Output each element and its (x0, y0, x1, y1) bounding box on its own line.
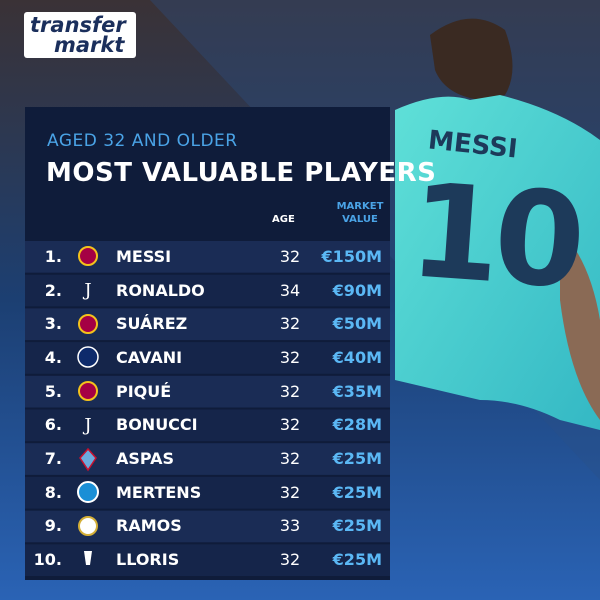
club-icons: J J (77, 246, 99, 565)
cell-age: 32 (279, 246, 301, 266)
club-icon (78, 314, 98, 334)
club-icon (77, 481, 99, 503)
club-icon (78, 516, 98, 536)
row-background (25, 409, 390, 442)
cell-age: 32 (279, 347, 301, 367)
shirt (395, 95, 600, 430)
cell-value: €35M (332, 381, 382, 401)
cell-value: €25M (332, 550, 382, 570)
cell-value: €90M (332, 280, 382, 300)
column-header: AGE (272, 214, 295, 225)
club-icon (78, 246, 98, 266)
cell-name: PIQUÉ (116, 381, 172, 401)
cell-rank: 2. (44, 280, 62, 300)
cell-name: ASPAS (116, 449, 175, 469)
cell-value: €150M (321, 246, 382, 266)
club-icon (79, 447, 97, 472)
cell-age: 32 (279, 381, 301, 401)
cell-rank: 3. (44, 314, 62, 334)
cell-age: 32 (279, 550, 301, 570)
cell-rank: 8. (44, 482, 62, 502)
logo: transfer markt (24, 12, 136, 58)
column-header: MARKET VALUE (336, 201, 384, 225)
logo-text: transfer (30, 13, 126, 37)
cell-name: SUÁREZ (116, 314, 188, 334)
cell-age: 32 (279, 415, 301, 435)
club-icon (84, 551, 92, 565)
cell-name: LLORIS (116, 550, 180, 570)
title: MOST VALUABLE PLAYERS (46, 158, 437, 188)
cell-rank: 4. (44, 347, 62, 367)
club-icon (78, 381, 98, 401)
cell-name: MESSI (116, 246, 172, 266)
logo-text: markt (54, 33, 125, 57)
cell-rank: 6. (44, 415, 62, 435)
cell-name: BONUCCI (116, 415, 198, 435)
club-icon (77, 346, 99, 368)
cell-rank: 5. (44, 381, 62, 401)
cell-value: €25M (332, 516, 382, 536)
cell-value: €50M (332, 314, 382, 334)
arm (560, 230, 600, 420)
cell-rank: 7. (44, 449, 62, 469)
club-icon: J (82, 415, 91, 436)
cell-value: €40M (332, 347, 382, 367)
club-icon: J (82, 280, 91, 301)
cell-rank: 1. (44, 246, 62, 266)
cell-age: 32 (279, 314, 301, 334)
head (430, 18, 513, 100)
cell-age: 32 (279, 482, 301, 502)
cell-value: €25M (332, 482, 382, 502)
cell-name: RONALDO (116, 280, 205, 300)
row-background (25, 274, 390, 307)
cell-rank: 9. (44, 516, 62, 536)
cell-value: €25M (332, 449, 382, 469)
cell-name: RAMOS (116, 516, 182, 536)
cell-name: CAVANI (116, 347, 183, 367)
cell-value: €28M (332, 415, 382, 435)
cell-name: MERTENS (116, 482, 202, 502)
cell-age: 32 (279, 449, 301, 469)
cell-age: 34 (279, 280, 301, 300)
cell-age: 33 (279, 516, 301, 536)
subtitle: AGED 32 AND OLDER (47, 131, 238, 151)
cell-rank: 10. (33, 550, 62, 570)
